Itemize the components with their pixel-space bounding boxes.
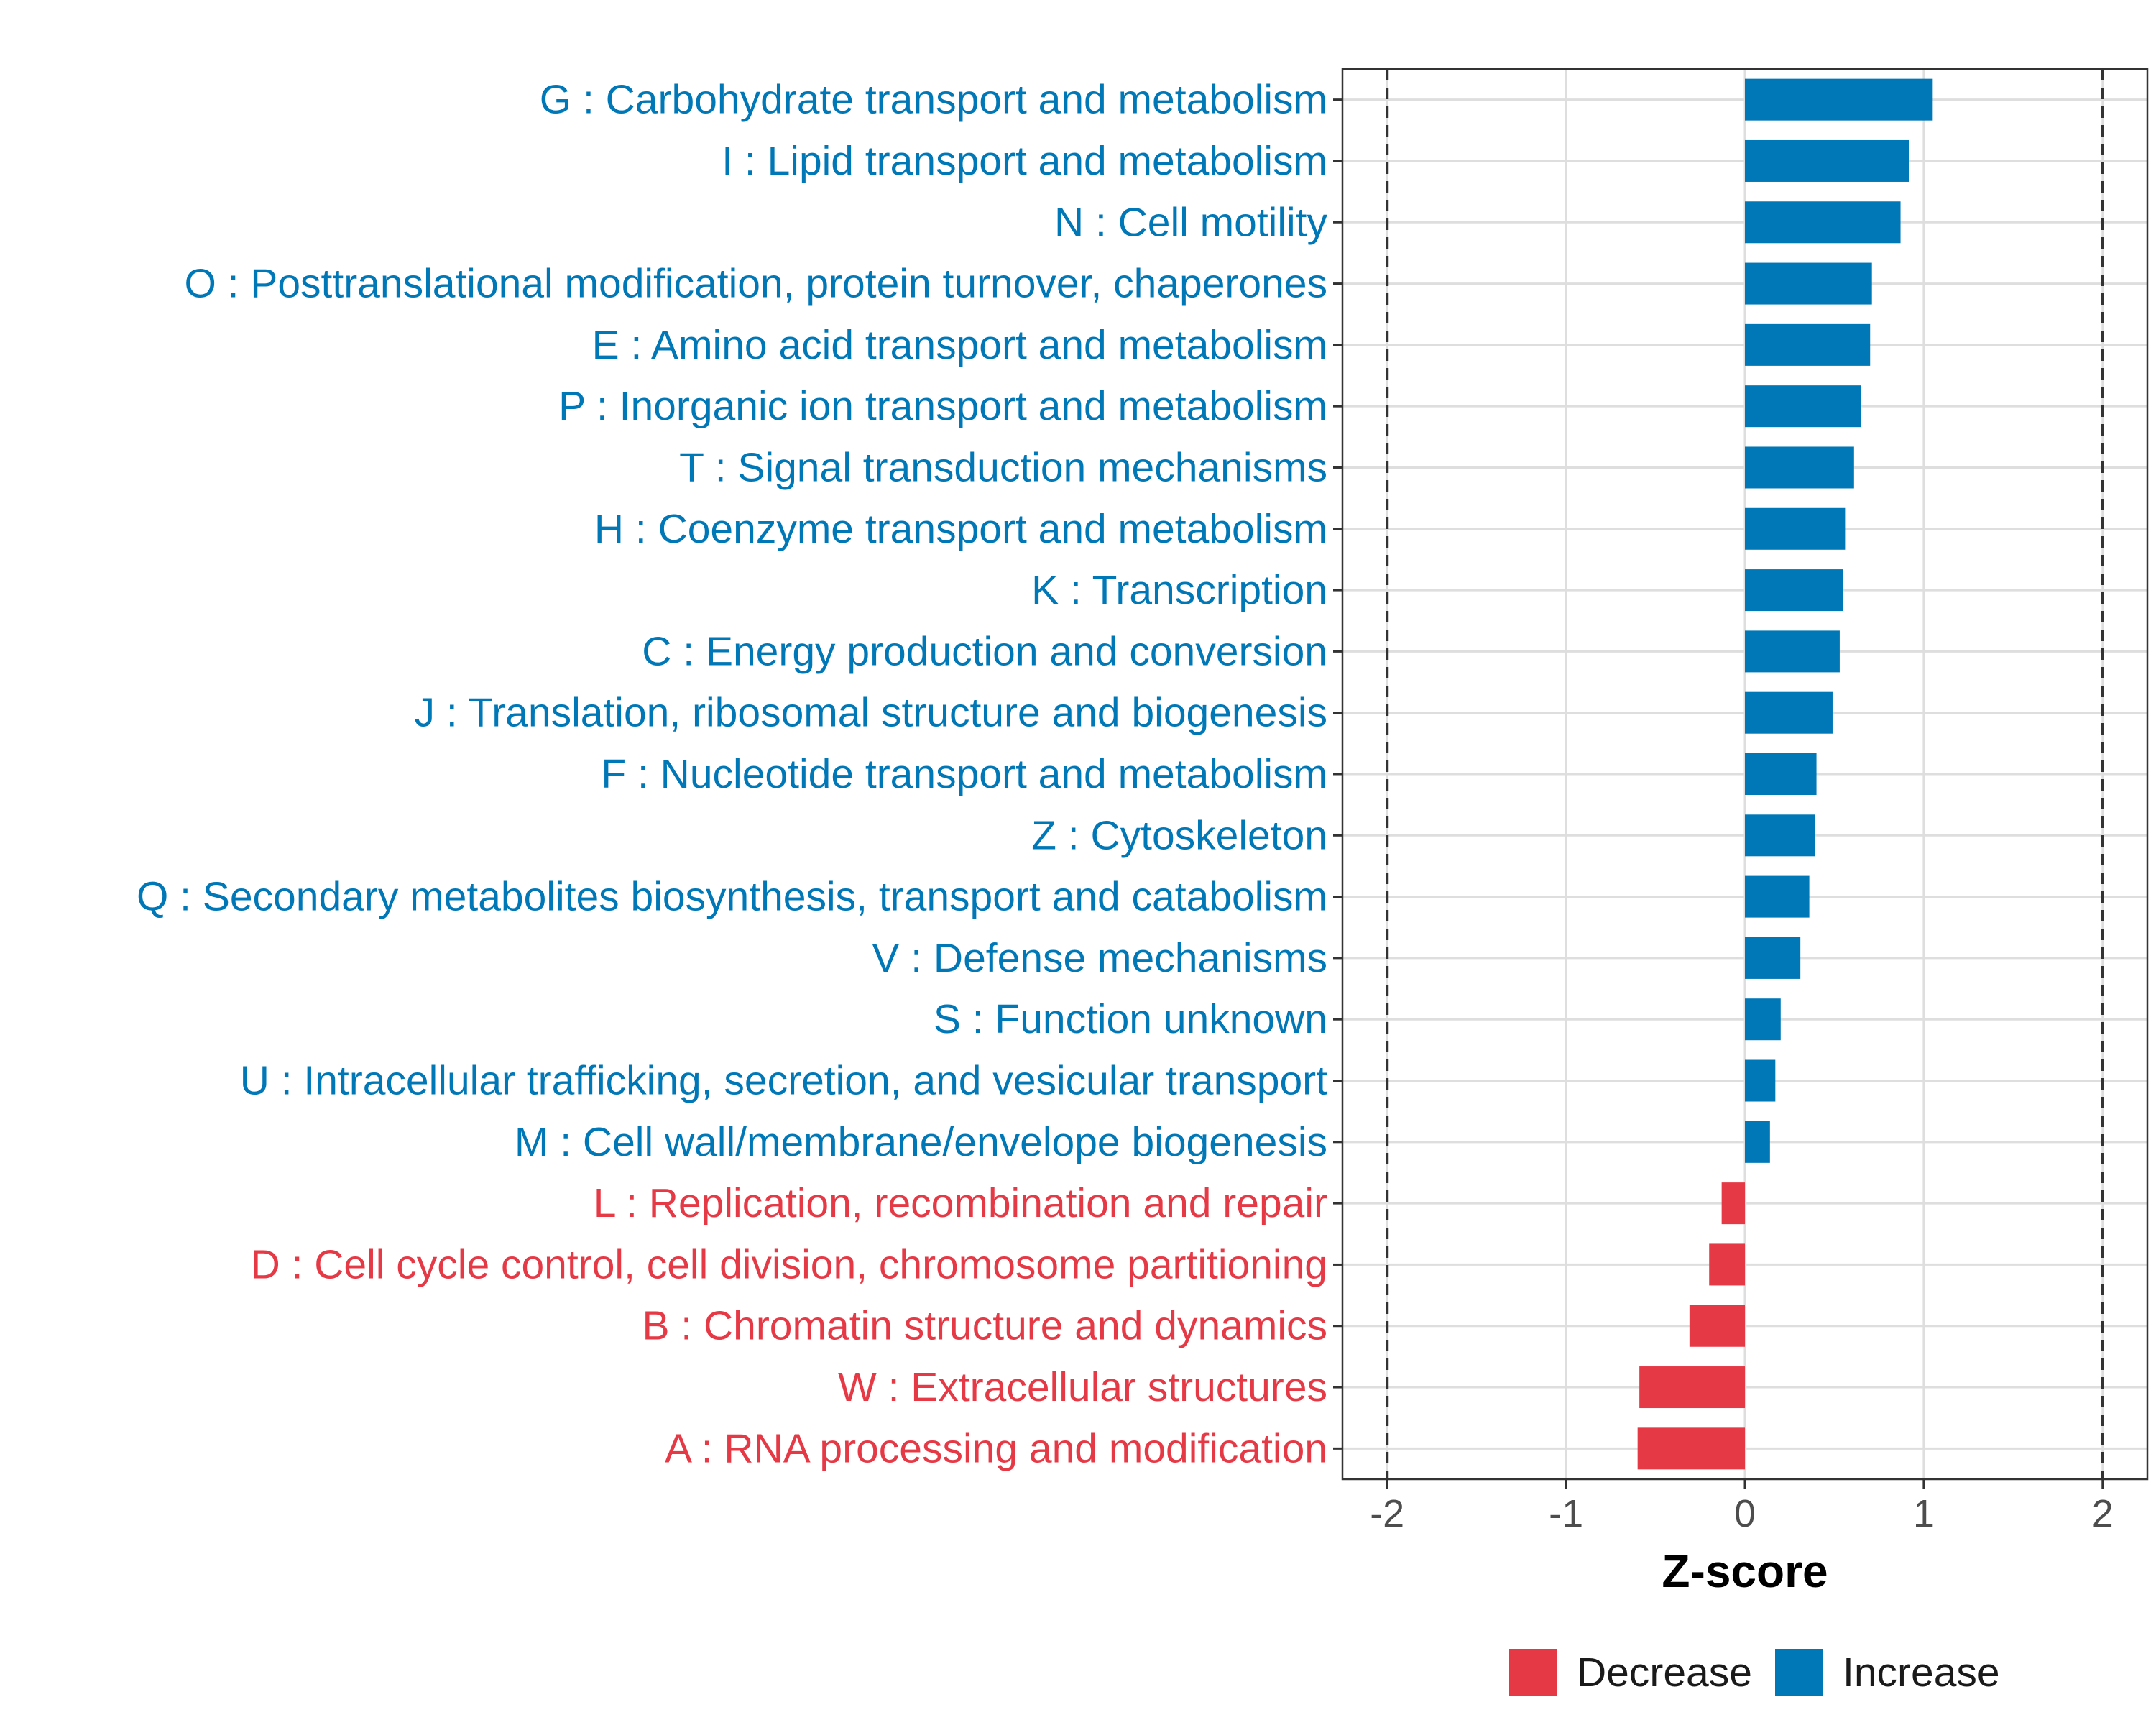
x-tick-label: -1 (1549, 1492, 1583, 1535)
bar (1745, 139, 1909, 182)
category-label: Q : Secondary metabolites biosynthesis, … (137, 874, 1327, 920)
bar (1709, 1243, 1745, 1286)
bar (1745, 998, 1781, 1041)
category-label: O : Posttranslational modification, prot… (184, 261, 1327, 307)
bar (1637, 1427, 1745, 1470)
category-label: D : Cell cycle control, cell division, c… (251, 1241, 1327, 1287)
category-label: Z : Cytoskeleton (1031, 812, 1327, 858)
category-label: N : Cell motility (1054, 199, 1328, 245)
bar (1745, 78, 1933, 121)
category-label: M : Cell wall/membrane/envelope biogenes… (515, 1119, 1327, 1165)
category-label: A : RNA processing and modification (665, 1425, 1327, 1471)
bar (1745, 569, 1843, 612)
x-tick-label: 0 (1734, 1492, 1756, 1535)
legend-swatch (1775, 1649, 1823, 1696)
bar (1745, 446, 1854, 489)
legend-swatch (1509, 1649, 1557, 1696)
category-label: W : Extracellular structures (838, 1364, 1327, 1410)
bar (1689, 1305, 1745, 1347)
category-label: B : Chromatin structure and dynamics (642, 1303, 1327, 1349)
bars (1637, 78, 1933, 1470)
category-label: I : Lipid transport and metabolism (722, 138, 1327, 184)
category-label: T : Signal transduction mechanisms (679, 444, 1327, 490)
bar (1745, 937, 1801, 979)
x-axis-title: Z-score (1662, 1545, 1828, 1597)
bar (1745, 323, 1871, 366)
x-tick-label: 2 (2092, 1492, 2114, 1535)
y-axis-ticks: G : Carbohydrate transport and metabolis… (137, 77, 1342, 1471)
category-label: L : Replication, recombination and repai… (594, 1180, 1327, 1226)
bar (1745, 691, 1833, 734)
category-label: P : Inorganic ion transport and metaboli… (558, 383, 1327, 429)
bar (1745, 1059, 1776, 1102)
bar (1745, 201, 1901, 244)
bar (1745, 814, 1815, 857)
bar (1745, 385, 1861, 428)
legend-label: Decrease (1577, 1650, 1752, 1696)
category-label: G : Carbohydrate transport and metabolis… (540, 77, 1327, 123)
category-label: J : Translation, ribosomal structure and… (415, 690, 1327, 736)
category-label: H : Coenzyme transport and metabolism (594, 506, 1327, 552)
category-label: S : Function unknown (934, 996, 1327, 1042)
bar (1745, 1121, 1770, 1163)
bar (1721, 1182, 1745, 1225)
x-tick-label: -2 (1370, 1492, 1404, 1535)
bar (1745, 875, 1810, 918)
bar (1639, 1366, 1745, 1409)
legend: Decrease Increase (1509, 1649, 2000, 1696)
bar (1745, 753, 1817, 796)
bar (1745, 507, 1846, 550)
bar (1745, 262, 1872, 305)
bar (1745, 630, 1840, 673)
x-axis-ticks: -2 -1 0 1 2 (1370, 1479, 2114, 1535)
category-label: E : Amino acid transport and metabolism (592, 322, 1327, 368)
category-label: U : Intracellular trafficking, secretion… (240, 1058, 1327, 1104)
category-label: F : Nucleotide transport and metabolism (601, 751, 1327, 797)
x-tick-label: 1 (1913, 1492, 1935, 1535)
category-label: V : Defense mechanisms (872, 935, 1327, 981)
reference-lines (1386, 69, 2104, 1479)
legend-label: Increase (1843, 1650, 2000, 1696)
category-label: C : Energy production and conversion (642, 628, 1327, 674)
category-label: K : Transcription (1031, 567, 1327, 613)
